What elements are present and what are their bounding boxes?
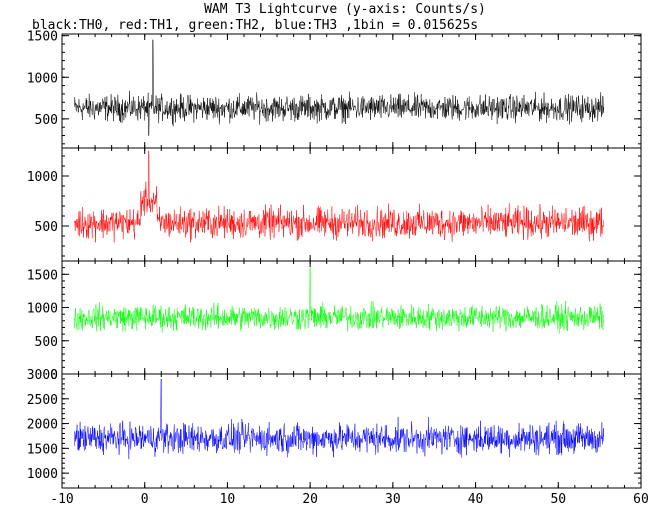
- x-tick-label: 30: [385, 492, 401, 504]
- y-tick-label: 1500: [27, 30, 58, 45]
- series-line-th0: [74, 39, 605, 136]
- y-tick-label: 2500: [27, 393, 58, 408]
- panel-frame: [61, 373, 642, 489]
- y-tick-label: 500: [35, 113, 58, 128]
- x-axis: -10 0 10 20 30 40 50 60: [50, 492, 649, 507]
- panel-th3: 1000 1500 2000 2500 3000: [27, 368, 642, 489]
- series-line-th1: [74, 150, 605, 243]
- y-tick-label: 1000: [27, 302, 58, 317]
- x-tick-label: 20: [302, 492, 318, 504]
- y-tick-label: 1000: [27, 71, 58, 86]
- y-tick-label: 1000: [27, 467, 58, 482]
- x-tick-label: -10: [50, 492, 73, 504]
- panel-th0: 500 1000 1500: [27, 30, 642, 149]
- x-tick-label: 40: [468, 492, 484, 504]
- y-tick-label: 0: [50, 368, 58, 383]
- series-line-th3: [74, 378, 605, 460]
- x-tick-label: 0: [141, 492, 149, 504]
- y-tick-label: 3000: [27, 368, 58, 383]
- panel-th2: 0 500 1000 1500: [27, 260, 642, 383]
- x-tick-label: 10: [220, 492, 236, 504]
- y-tick-label: 1500: [27, 442, 58, 457]
- x-tick-label: 60: [633, 492, 649, 504]
- panel-th1: 500 1000: [27, 147, 642, 262]
- x-tick-label: 50: [550, 492, 566, 504]
- y-tick-label: 2000: [27, 418, 58, 433]
- y-tick-label: 1000: [27, 170, 58, 185]
- y-tick-label: 500: [35, 220, 58, 235]
- series-line-th2: [74, 267, 604, 334]
- panels-group: 500 1000 1500 500 1000 0 500 1000 1500 1000 1500 20…: [27, 30, 642, 489]
- chart-title: WAM T3 Lightcurve (y-axis: Counts/s): [204, 2, 486, 17]
- y-tick-label: 500: [35, 335, 58, 350]
- y-tick-label: 1500: [27, 268, 58, 283]
- chart-subtitle: black:TH0, red:TH1, green:TH2, blue:TH3 …: [32, 18, 478, 33]
